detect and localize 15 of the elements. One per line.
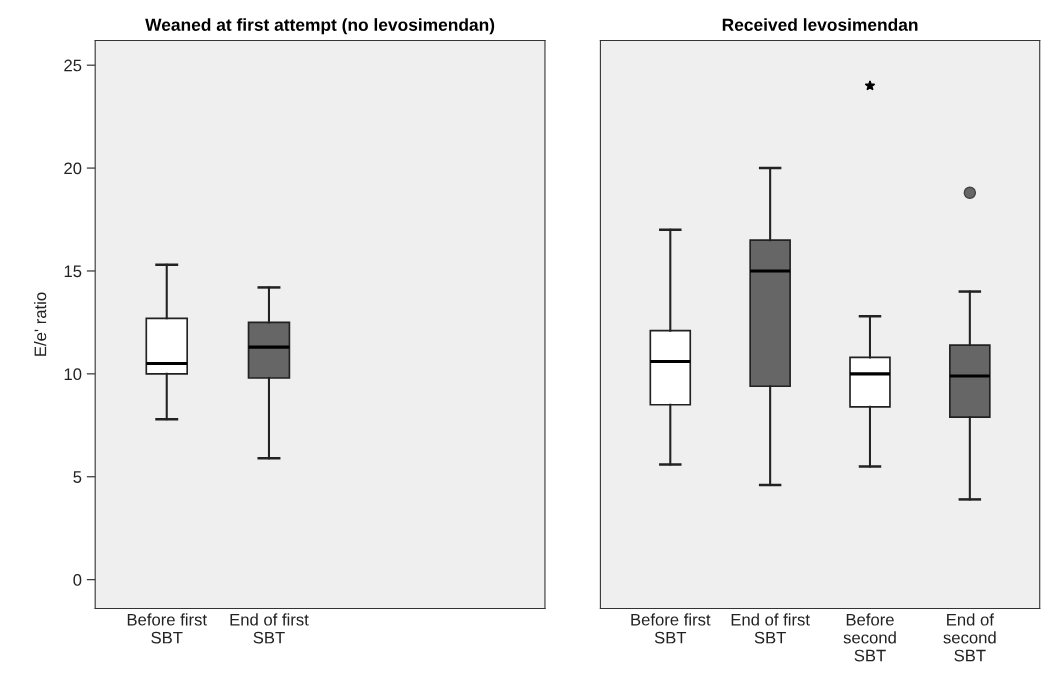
x-tick-label: End of first SBT bbox=[731, 613, 810, 644]
y-axis-title: E/e' ratio bbox=[34, 292, 47, 356]
x-tick-label: End of second SBT bbox=[943, 613, 996, 662]
y-tick-label: 20 bbox=[64, 162, 82, 175]
x-tick-label: Before first SBT bbox=[127, 613, 207, 644]
x-tick-label: Before first SBT bbox=[631, 613, 711, 644]
chart-title: Weaned at first attempt (no levosimendan) bbox=[145, 18, 495, 35]
y-tick-label: 5 bbox=[73, 471, 82, 483]
y-tick-label: 15 bbox=[64, 265, 82, 278]
x-tick-label: Before second SBT bbox=[843, 613, 896, 662]
y-tick-label: 0 bbox=[73, 574, 82, 586]
chart-title: Received levosimendan bbox=[722, 18, 918, 31]
y-tick-label: 10 bbox=[64, 368, 82, 381]
y-tick-label: 25 bbox=[64, 59, 82, 72]
x-tick-label: End of first SBT bbox=[230, 613, 309, 644]
